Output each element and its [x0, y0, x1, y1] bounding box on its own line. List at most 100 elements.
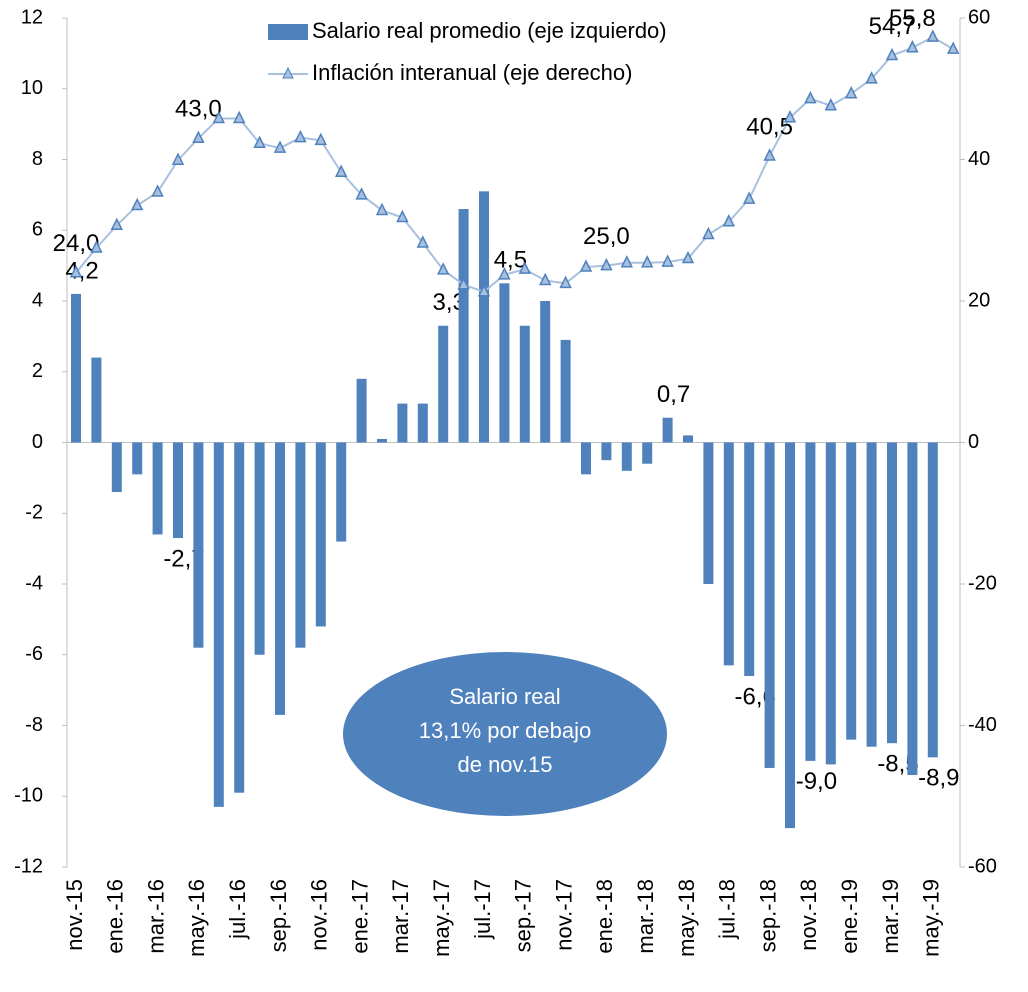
marker — [416, 235, 430, 248]
x-tick-label: nov.-17 — [551, 879, 576, 951]
x-tick-label: may.-19 — [919, 879, 944, 957]
bar — [866, 442, 877, 747]
bar — [152, 442, 163, 535]
marker — [375, 202, 389, 216]
legend-swatch — [268, 24, 308, 40]
bar — [111, 442, 122, 493]
x-tick-label: mar.-16 — [143, 879, 168, 954]
y-tick-label: 0 — [32, 431, 43, 453]
marker — [722, 214, 736, 227]
bar — [662, 417, 673, 443]
y-tick-label: 2 — [32, 360, 43, 382]
y-tick-label: 10 — [21, 77, 43, 99]
annotation: Salario real 13,1% por debajo de nov.15 — [343, 652, 667, 816]
marker — [661, 254, 674, 267]
bar — [887, 442, 897, 744]
bar — [785, 442, 795, 829]
bar — [642, 442, 653, 464]
marker — [436, 262, 450, 275]
marker — [824, 98, 838, 111]
marker — [559, 275, 572, 289]
legend-marker — [282, 66, 294, 79]
marker — [742, 191, 756, 204]
bar — [254, 442, 265, 655]
data-label: -9,0 — [796, 768, 837, 795]
bar — [683, 435, 693, 443]
marker — [579, 259, 593, 272]
x-tick-label: mar.-18 — [633, 879, 658, 954]
x-tick-label: ene.-16 — [103, 879, 128, 954]
annotation-text: Salario real — [449, 684, 560, 709]
y-tick-label: -6 — [25, 643, 43, 665]
marker — [763, 148, 776, 161]
marker — [396, 209, 409, 223]
x-tick-label: mar.-17 — [388, 879, 413, 954]
bar — [377, 438, 387, 443]
marker — [457, 277, 470, 290]
bar — [581, 442, 591, 475]
legend-label: Salario real promedio (eje izquierdo) — [312, 18, 667, 43]
bar — [417, 403, 428, 443]
bar — [927, 442, 938, 758]
y2-tick-label: -20 — [968, 572, 997, 594]
data-label: 55,8 — [889, 5, 936, 32]
y2-tick-label: 60 — [968, 6, 990, 28]
marker — [110, 217, 124, 231]
bar — [846, 442, 857, 740]
marker — [355, 187, 368, 200]
y-tick-label: -10 — [14, 785, 43, 807]
marker — [192, 130, 205, 144]
bar — [91, 357, 102, 443]
bar — [621, 442, 632, 471]
bar — [438, 325, 449, 443]
bar — [397, 403, 408, 443]
bar — [479, 191, 489, 443]
marker — [681, 250, 695, 264]
bar — [234, 442, 245, 793]
marker — [640, 255, 654, 268]
bar — [193, 442, 204, 648]
x-tick-label: ene.-17 — [347, 879, 372, 954]
bar — [560, 339, 571, 443]
x-tick-label: may.-16 — [184, 879, 209, 957]
x-tick-label: jul.-17 — [470, 879, 495, 940]
data-label: 43,0 — [175, 96, 222, 123]
bar — [132, 442, 143, 475]
x-tick-label: may.-17 — [429, 879, 454, 957]
bar — [744, 442, 755, 676]
marker — [477, 284, 491, 297]
y-tick-label: 4 — [32, 289, 43, 311]
marker — [273, 140, 287, 153]
annotation-text: de nov.15 — [457, 752, 552, 777]
bar — [519, 325, 530, 443]
bar — [213, 442, 224, 807]
bar — [907, 442, 918, 776]
legend-label: Inflación interanual (eje derecho) — [312, 60, 632, 85]
x-tick-label: may.-18 — [674, 879, 699, 957]
x-tick-label: jul.-16 — [225, 879, 250, 940]
marker — [334, 164, 348, 177]
marker — [130, 197, 144, 211]
x-tick-label: jul.-18 — [715, 879, 740, 940]
bar — [805, 442, 816, 761]
y2-tick-label: 0 — [968, 431, 979, 453]
y-tick-label: -8 — [25, 714, 43, 736]
y-tick-label: -12 — [14, 855, 43, 877]
marker — [151, 184, 164, 197]
y-tick-label: -2 — [25, 502, 43, 524]
x-tick-label: mar.-19 — [878, 879, 903, 954]
bar — [723, 442, 734, 666]
bar — [703, 442, 714, 584]
bar — [601, 442, 612, 461]
marker — [844, 86, 858, 99]
y2-tick-label: 40 — [968, 148, 990, 170]
marker — [232, 110, 246, 124]
y2-tick-label: -60 — [968, 855, 997, 877]
data-label: 40,5 — [746, 113, 793, 140]
bar — [336, 442, 347, 542]
marker — [253, 135, 266, 148]
bar — [295, 442, 306, 648]
bar — [540, 301, 551, 443]
y2-tick-label: -40 — [968, 714, 997, 736]
